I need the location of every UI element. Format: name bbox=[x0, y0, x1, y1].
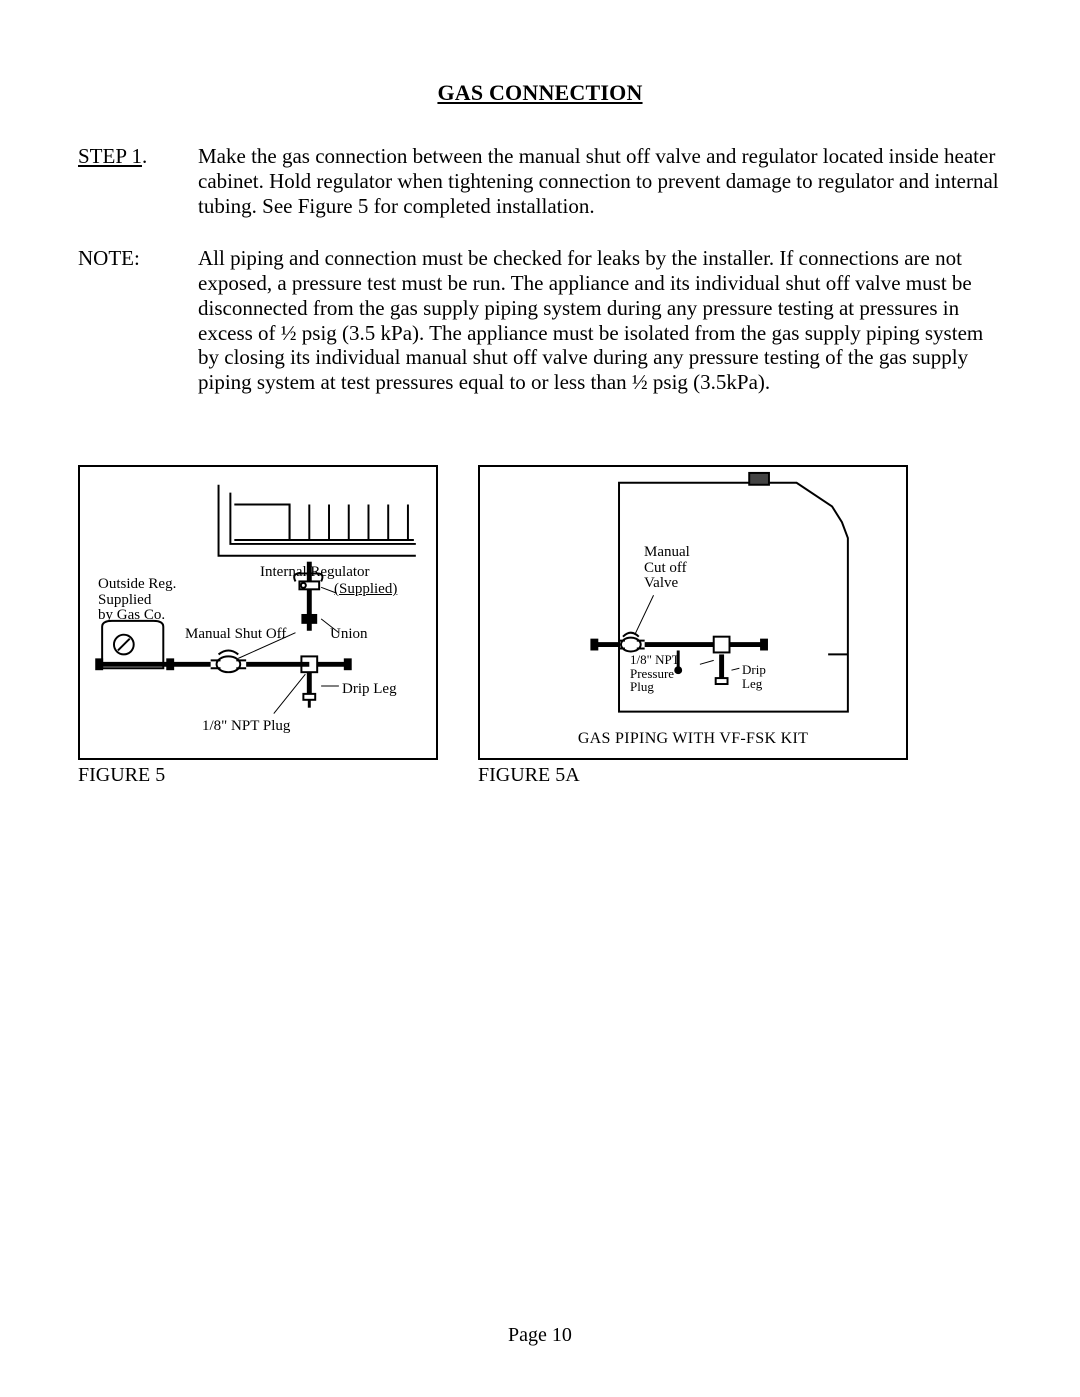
step-label: STEP 1 bbox=[78, 144, 142, 168]
label-drip-leg-5a: DripLeg bbox=[742, 663, 766, 690]
label-npt-plug: 1/8" NPT Plug bbox=[202, 719, 290, 735]
label-drip-leg: Drip Leg bbox=[342, 682, 397, 698]
figure-5a-caption: FIGURE 5A bbox=[478, 764, 908, 787]
label-manual-cut-off: ManualCut offValve bbox=[644, 545, 690, 592]
step-dot: . bbox=[142, 144, 147, 168]
figure-5-wrap: Outside Reg.Suppliedby Gas Co. Internal … bbox=[78, 465, 438, 787]
page-number: Page 10 bbox=[0, 1324, 1080, 1347]
label-kit-caption: GAS PIPING WITH VF-FSK KIT bbox=[480, 730, 906, 748]
label-supplied: (Supplied) bbox=[334, 582, 397, 598]
figure-5a-svg bbox=[480, 467, 906, 758]
note-label: NOTE: bbox=[78, 246, 198, 395]
label-manual-shut: Manual Shut Off bbox=[185, 627, 286, 643]
label-internal-reg: Internal Regulator bbox=[260, 565, 370, 581]
label-outside-reg: Outside Reg.Suppliedby Gas Co. bbox=[98, 577, 176, 624]
figure-5-box: Outside Reg.Suppliedby Gas Co. Internal … bbox=[78, 465, 438, 760]
figure-5a-wrap: ManualCut offValve 1/8" NPTPressurePlug … bbox=[478, 465, 908, 787]
step-text: Make the gas connection between the manu… bbox=[198, 144, 1002, 218]
step-block: STEP 1. Make the gas connection between … bbox=[78, 144, 1002, 218]
label-union: Union bbox=[330, 627, 368, 643]
label-npt-pressure: 1/8" NPTPressurePlug bbox=[630, 653, 680, 694]
figure-5-caption: FIGURE 5 bbox=[78, 764, 438, 787]
note-text: All piping and connection must be checke… bbox=[198, 246, 1002, 395]
page-title: GAS CONNECTION bbox=[78, 80, 1002, 106]
note-block: NOTE: All piping and connection must be … bbox=[78, 246, 1002, 395]
figure-5a-box: ManualCut offValve 1/8" NPTPressurePlug … bbox=[478, 465, 908, 760]
